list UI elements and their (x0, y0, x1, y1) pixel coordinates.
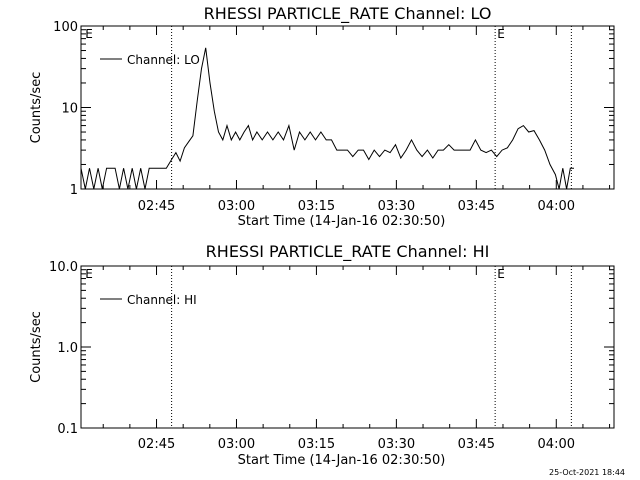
y-tick-label: 1 (70, 183, 78, 198)
event-marker: E (497, 267, 505, 281)
y-tick-label: 1.0 (57, 341, 78, 356)
legend-label: Channel: LO (127, 53, 200, 67)
x-tick-label: 02:45 (138, 199, 175, 214)
y-tick-label: 0.1 (57, 422, 78, 437)
y-tick-label: 10 (61, 102, 78, 117)
x-tick-label: 03:15 (298, 437, 335, 452)
timestamp: 25-Oct-2021 18:44 (549, 468, 625, 477)
plot-frame (80, 265, 615, 429)
x-axis-label: Start Time (14-Jan-16 02:30:50) (238, 453, 446, 468)
legend-label: Channel: HI (127, 293, 197, 307)
y-axis-label: Counts/sec (29, 311, 44, 383)
series-line (80, 47, 574, 190)
x-tick-label: 03:30 (378, 437, 415, 452)
plot-frame (80, 25, 615, 190)
event-marker: E (497, 27, 505, 41)
chart-title: RHESSI PARTICLE_RATE Channel: HI (206, 242, 490, 262)
x-tick-label: 03:45 (458, 199, 495, 214)
x-tick-label: 04:00 (538, 437, 575, 452)
x-tick-label: 03:00 (218, 199, 255, 214)
x-tick-label: 03:30 (378, 199, 415, 214)
x-axis-label: Start Time (14-Jan-16 02:30:50) (238, 214, 446, 229)
y-tick-label: 10.0 (49, 260, 78, 275)
event-marker: E (85, 27, 93, 41)
chart-title: RHESSI PARTICLE_RATE Channel: LO (204, 4, 492, 24)
x-tick-label: 03:15 (298, 199, 335, 214)
x-tick-label: 02:45 (138, 437, 175, 452)
y-tick-label: 100 (53, 20, 78, 35)
x-tick-label: 03:45 (458, 437, 495, 452)
event-marker: E (85, 267, 93, 281)
y-axis-label: Counts/sec (29, 72, 44, 144)
x-tick-label: 03:00 (218, 437, 255, 452)
x-tick-label: 04:00 (538, 199, 575, 214)
